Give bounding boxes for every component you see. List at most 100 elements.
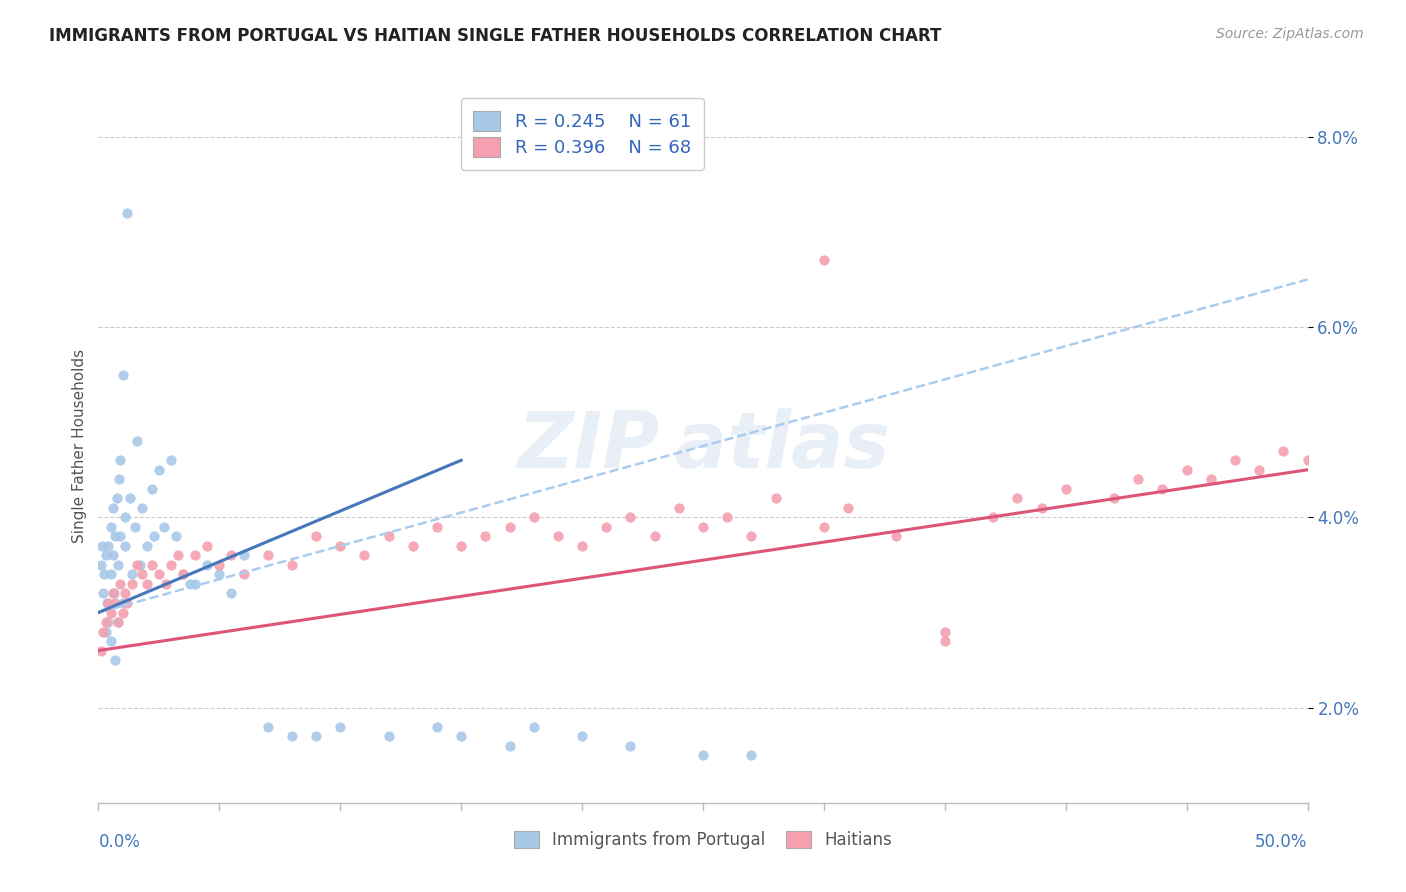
- Point: [232, 549, 254, 563]
- Point: [221, 586, 243, 600]
- Point: [108, 529, 131, 543]
- Point: [377, 529, 399, 543]
- Y-axis label: Single Father Households: Single Father Households: [72, 349, 87, 543]
- Point: [498, 520, 520, 534]
- Point: [91, 586, 114, 600]
- Point: [1175, 463, 1198, 477]
- Point: [1223, 453, 1246, 467]
- Point: [131, 500, 153, 515]
- Point: [104, 596, 127, 610]
- Point: [813, 253, 835, 268]
- Point: [111, 596, 134, 610]
- Point: [305, 529, 328, 543]
- Point: [1272, 443, 1295, 458]
- Point: [195, 558, 218, 572]
- Point: [765, 491, 787, 506]
- Point: [523, 510, 546, 524]
- Point: [118, 491, 141, 506]
- Point: [121, 567, 143, 582]
- Point: [114, 510, 136, 524]
- Point: [121, 577, 143, 591]
- Point: [143, 529, 166, 543]
- Point: [104, 529, 127, 543]
- Point: [165, 529, 187, 543]
- Point: [100, 606, 122, 620]
- Point: [127, 558, 149, 572]
- Point: [111, 606, 134, 620]
- Point: [94, 549, 117, 563]
- Point: [353, 549, 375, 563]
- Point: [107, 615, 129, 629]
- Point: [426, 720, 449, 734]
- Point: [97, 615, 120, 629]
- Point: [107, 558, 129, 572]
- Point: [96, 596, 118, 610]
- Point: [740, 748, 762, 763]
- Point: [474, 529, 496, 543]
- Point: [105, 491, 128, 506]
- Point: [111, 368, 134, 382]
- Point: [716, 510, 738, 524]
- Point: [101, 500, 124, 515]
- Point: [108, 453, 131, 467]
- Point: [184, 577, 207, 591]
- Point: [172, 567, 194, 582]
- Text: 50.0%: 50.0%: [1256, 833, 1308, 851]
- Point: [117, 596, 139, 610]
- Point: [692, 748, 714, 763]
- Point: [934, 634, 956, 648]
- Point: [91, 539, 114, 553]
- Point: [426, 520, 449, 534]
- Point: [93, 567, 115, 582]
- Point: [595, 520, 617, 534]
- Point: [329, 539, 352, 553]
- Point: [1054, 482, 1077, 496]
- Point: [108, 472, 131, 486]
- Point: [148, 567, 170, 582]
- Point: [184, 549, 207, 563]
- Point: [124, 520, 146, 534]
- Point: [114, 539, 136, 553]
- Point: [104, 653, 127, 667]
- Point: [1007, 491, 1029, 506]
- Point: [128, 558, 150, 572]
- Point: [127, 434, 149, 449]
- Point: [813, 520, 835, 534]
- Point: [135, 539, 157, 553]
- Legend: Immigrants from Portugal, Haitians: Immigrants from Portugal, Haitians: [505, 821, 901, 859]
- Point: [155, 577, 177, 591]
- Point: [148, 463, 170, 477]
- Point: [208, 567, 231, 582]
- Point: [90, 643, 112, 657]
- Point: [90, 558, 112, 572]
- Point: [837, 500, 859, 515]
- Point: [668, 500, 690, 515]
- Text: 0.0%: 0.0%: [98, 833, 141, 851]
- Point: [160, 453, 183, 467]
- Point: [450, 729, 472, 743]
- Text: ZIP atlas: ZIP atlas: [516, 408, 890, 484]
- Point: [100, 634, 122, 648]
- Point: [1199, 472, 1222, 486]
- Point: [619, 510, 641, 524]
- Point: [1152, 482, 1174, 496]
- Point: [107, 615, 129, 629]
- Point: [94, 615, 117, 629]
- Point: [886, 529, 908, 543]
- Point: [141, 482, 163, 496]
- Point: [221, 549, 243, 563]
- Point: [94, 624, 117, 639]
- Point: [97, 596, 120, 610]
- Point: [141, 558, 163, 572]
- Point: [644, 529, 666, 543]
- Point: [160, 558, 183, 572]
- Point: [101, 549, 124, 563]
- Point: [740, 529, 762, 543]
- Text: IMMIGRANTS FROM PORTUGAL VS HAITIAN SINGLE FATHER HOUSEHOLDS CORRELATION CHART: IMMIGRANTS FROM PORTUGAL VS HAITIAN SING…: [49, 27, 942, 45]
- Point: [195, 539, 218, 553]
- Point: [256, 549, 278, 563]
- Point: [152, 520, 174, 534]
- Point: [571, 729, 593, 743]
- Point: [167, 549, 190, 563]
- Point: [402, 539, 425, 553]
